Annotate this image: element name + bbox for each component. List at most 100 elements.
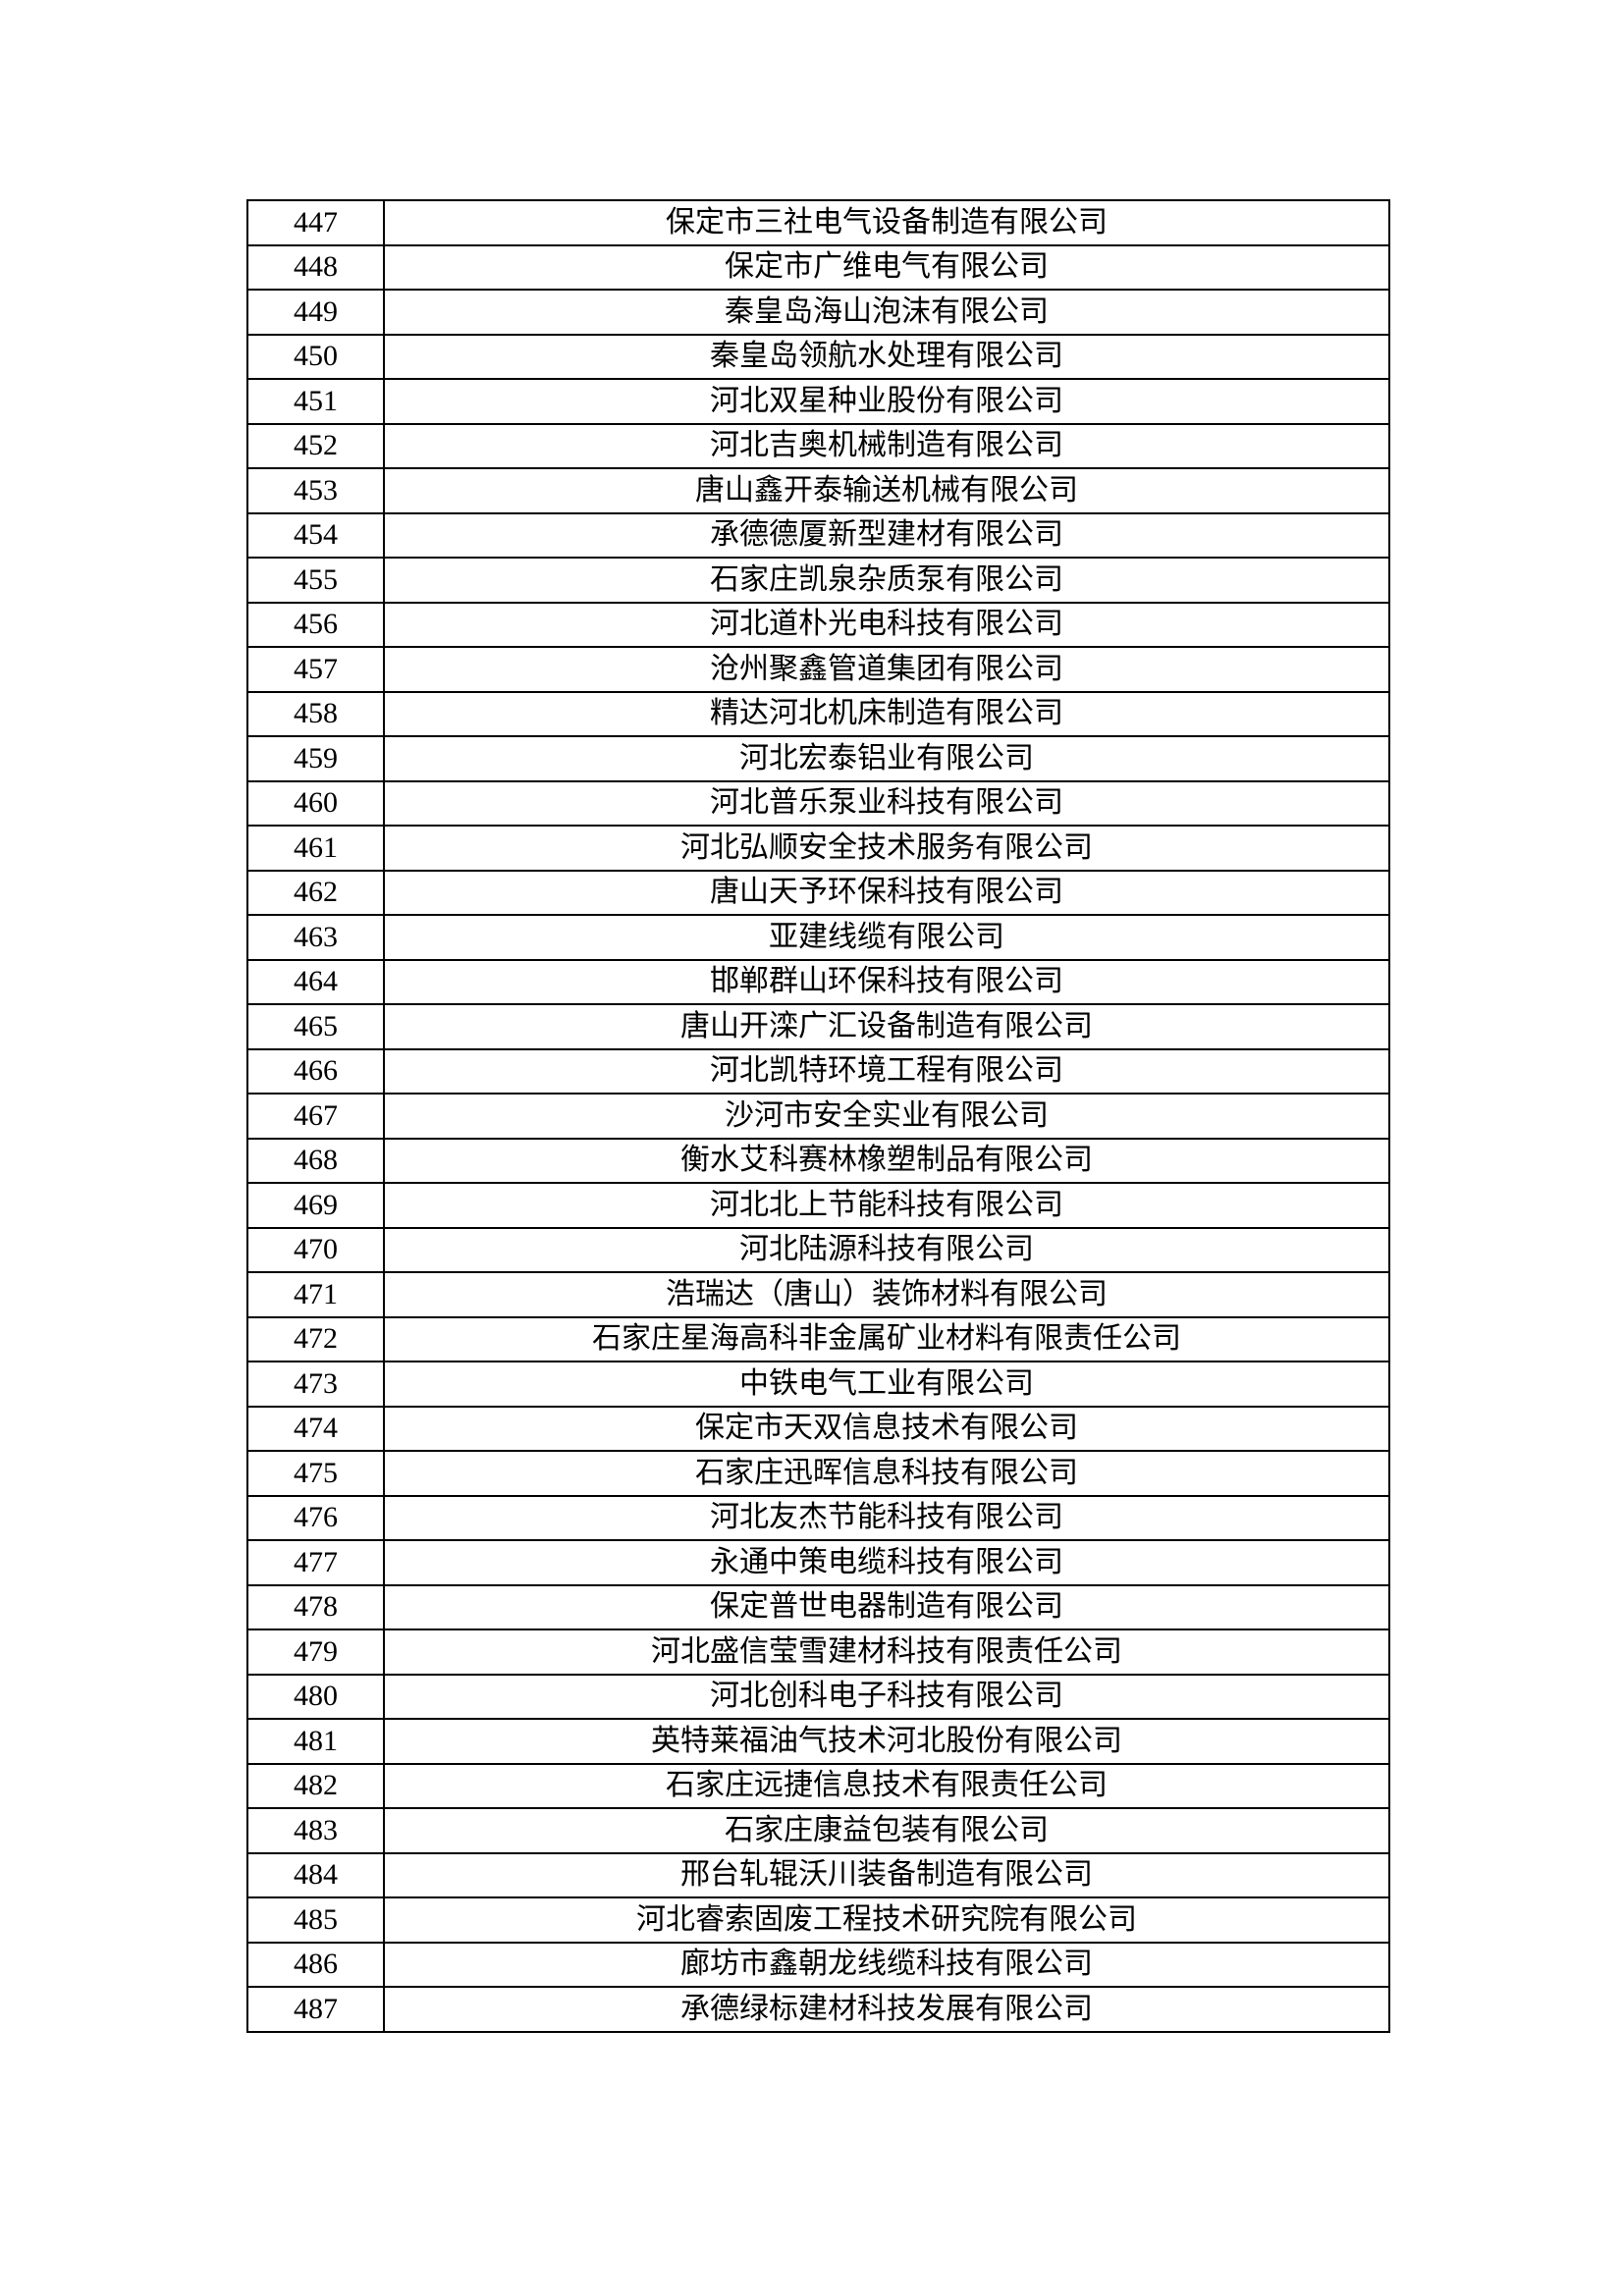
company-name: 保定市天双信息技术有限公司 — [383, 1405, 1390, 1452]
row-number: 459 — [246, 735, 385, 782]
company-name: 廊坊市鑫朝龙线缆科技有限公司 — [383, 1941, 1390, 1988]
table-row: 447 保定市三社电气设备制造有限公司 — [246, 199, 1390, 246]
row-number: 469 — [246, 1182, 385, 1229]
table-row: 458 精达河北机床制造有限公司 — [246, 690, 1390, 737]
table-row: 465 唐山开滦广汇设备制造有限公司 — [246, 1003, 1390, 1050]
row-number: 482 — [246, 1762, 385, 1809]
table-body: 447 保定市三社电气设备制造有限公司 448 保定市广维电气有限公司 449 秦皇岛海山… — [246, 199, 1390, 2033]
company-name: 邯郸群山环保科技有限公司 — [383, 958, 1390, 1005]
company-name: 唐山天予环保科技有限公司 — [383, 869, 1390, 916]
company-name: 邢台轧辊沃川装备制造有限公司 — [383, 1851, 1390, 1898]
table-row: 457 沧州聚鑫管道集团有限公司 — [246, 646, 1390, 693]
table-row: 466 河北凯特环境工程有限公司 — [246, 1047, 1390, 1095]
company-name: 河北友杰节能科技有限公司 — [383, 1494, 1390, 1541]
table-row: 472 石家庄星海高科非金属矿业材料有限责任公司 — [246, 1315, 1390, 1362]
table-row: 482 石家庄远捷信息技术有限责任公司 — [246, 1762, 1390, 1809]
row-number: 452 — [246, 422, 385, 469]
table-row: 462 唐山天予环保科技有限公司 — [246, 869, 1390, 916]
row-number: 477 — [246, 1539, 385, 1586]
row-number: 483 — [246, 1807, 385, 1854]
row-number: 484 — [246, 1851, 385, 1898]
table-row: 484 邢台轧辊沃川装备制造有限公司 — [246, 1851, 1390, 1898]
row-number: 472 — [246, 1315, 385, 1362]
row-number: 465 — [246, 1003, 385, 1050]
row-number: 470 — [246, 1226, 385, 1273]
company-name: 沙河市安全实业有限公司 — [383, 1093, 1390, 1140]
row-number: 462 — [246, 869, 385, 916]
company-name: 河北道朴光电科技有限公司 — [383, 601, 1390, 648]
row-number: 466 — [246, 1047, 385, 1095]
row-number: 480 — [246, 1673, 385, 1720]
table-row: 474 保定市天双信息技术有限公司 — [246, 1405, 1390, 1452]
table-row: 476 河北友杰节能科技有限公司 — [246, 1494, 1390, 1541]
company-name: 永通中策电缆科技有限公司 — [383, 1539, 1390, 1586]
company-list-table: 447 保定市三社电气设备制造有限公司 448 保定市广维电气有限公司 449 秦皇岛海山… — [246, 199, 1390, 2033]
company-name: 英特莱福油气技术河北股份有限公司 — [383, 1718, 1390, 1765]
company-name: 河北睿索固废工程技术研究院有限公司 — [383, 1896, 1390, 1944]
company-name: 衡水艾科赛林橡塑制品有限公司 — [383, 1137, 1390, 1184]
company-name: 精达河北机床制造有限公司 — [383, 690, 1390, 737]
table-row: 464 邯郸群山环保科技有限公司 — [246, 958, 1390, 1005]
row-number: 458 — [246, 690, 385, 737]
company-name: 河北普乐泵业科技有限公司 — [383, 779, 1390, 827]
company-name: 唐山开滦广汇设备制造有限公司 — [383, 1003, 1390, 1050]
table-row: 448 保定市广维电气有限公司 — [246, 243, 1390, 291]
table-row: 480 河北创科电子科技有限公司 — [246, 1673, 1390, 1720]
row-number: 487 — [246, 1986, 385, 2033]
table-row: 481 英特莱福油气技术河北股份有限公司 — [246, 1718, 1390, 1765]
company-name: 保定普世电器制造有限公司 — [383, 1583, 1390, 1630]
table-row: 483 石家庄康益包装有限公司 — [246, 1807, 1390, 1854]
table-row: 463 亚建线缆有限公司 — [246, 914, 1390, 961]
row-number: 463 — [246, 914, 385, 961]
row-number: 478 — [246, 1583, 385, 1630]
table-row: 485 河北睿索固废工程技术研究院有限公司 — [246, 1896, 1390, 1944]
row-number: 476 — [246, 1494, 385, 1541]
company-name: 河北陆源科技有限公司 — [383, 1226, 1390, 1273]
row-number: 479 — [246, 1629, 385, 1676]
table-row: 478 保定普世电器制造有限公司 — [246, 1583, 1390, 1630]
company-name: 河北双星种业股份有限公司 — [383, 378, 1390, 425]
company-name: 石家庄凯泉杂质泵有限公司 — [383, 557, 1390, 604]
row-number: 449 — [246, 289, 385, 336]
row-number: 447 — [246, 199, 385, 246]
company-name: 石家庄远捷信息技术有限责任公司 — [383, 1762, 1390, 1809]
company-name: 河北弘顺安全技术服务有限公司 — [383, 825, 1390, 872]
table-row: 450 秦皇岛领航水处理有限公司 — [246, 333, 1390, 380]
row-number: 481 — [246, 1718, 385, 1765]
table-row: 454 承德德厦新型建材有限公司 — [246, 511, 1390, 559]
company-name: 承德德厦新型建材有限公司 — [383, 511, 1390, 559]
row-number: 473 — [246, 1361, 385, 1408]
company-name: 浩瑞达（唐山）装饰材料有限公司 — [383, 1271, 1390, 1318]
row-number: 455 — [246, 557, 385, 604]
company-name: 河北盛信莹雪建材科技有限责任公司 — [383, 1629, 1390, 1676]
table-row: 468 衡水艾科赛林橡塑制品有限公司 — [246, 1137, 1390, 1184]
company-name: 石家庄星海高科非金属矿业材料有限责任公司 — [383, 1315, 1390, 1362]
row-number: 448 — [246, 243, 385, 291]
table-row: 467 沙河市安全实业有限公司 — [246, 1093, 1390, 1140]
row-number: 456 — [246, 601, 385, 648]
company-name: 河北凯特环境工程有限公司 — [383, 1047, 1390, 1095]
row-number: 457 — [246, 646, 385, 693]
row-number: 486 — [246, 1941, 385, 1988]
company-name: 亚建线缆有限公司 — [383, 914, 1390, 961]
table-row: 459 河北宏泰铝业有限公司 — [246, 735, 1390, 782]
table-row: 477 永通中策电缆科技有限公司 — [246, 1539, 1390, 1586]
table-row: 486 廊坊市鑫朝龙线缆科技有限公司 — [246, 1941, 1390, 1988]
row-number: 453 — [246, 467, 385, 514]
row-number: 468 — [246, 1137, 385, 1184]
company-name: 河北宏泰铝业有限公司 — [383, 735, 1390, 782]
row-number: 474 — [246, 1405, 385, 1452]
row-number: 467 — [246, 1093, 385, 1140]
table-row: 479 河北盛信莹雪建材科技有限责任公司 — [246, 1629, 1390, 1676]
company-name: 河北吉奥机械制造有限公司 — [383, 422, 1390, 469]
company-name: 保定市三社电气设备制造有限公司 — [383, 199, 1390, 246]
row-number: 460 — [246, 779, 385, 827]
row-number: 485 — [246, 1896, 385, 1944]
company-name: 秦皇岛海山泡沫有限公司 — [383, 289, 1390, 336]
table-row: 461 河北弘顺安全技术服务有限公司 — [246, 825, 1390, 872]
table-row: 473 中铁电气工业有限公司 — [246, 1361, 1390, 1408]
table-row: 452 河北吉奥机械制造有限公司 — [246, 422, 1390, 469]
table-row: 475 石家庄迅晖信息科技有限公司 — [246, 1450, 1390, 1497]
row-number: 450 — [246, 333, 385, 380]
table-row: 487 承德绿标建材科技发展有限公司 — [246, 1986, 1390, 2033]
